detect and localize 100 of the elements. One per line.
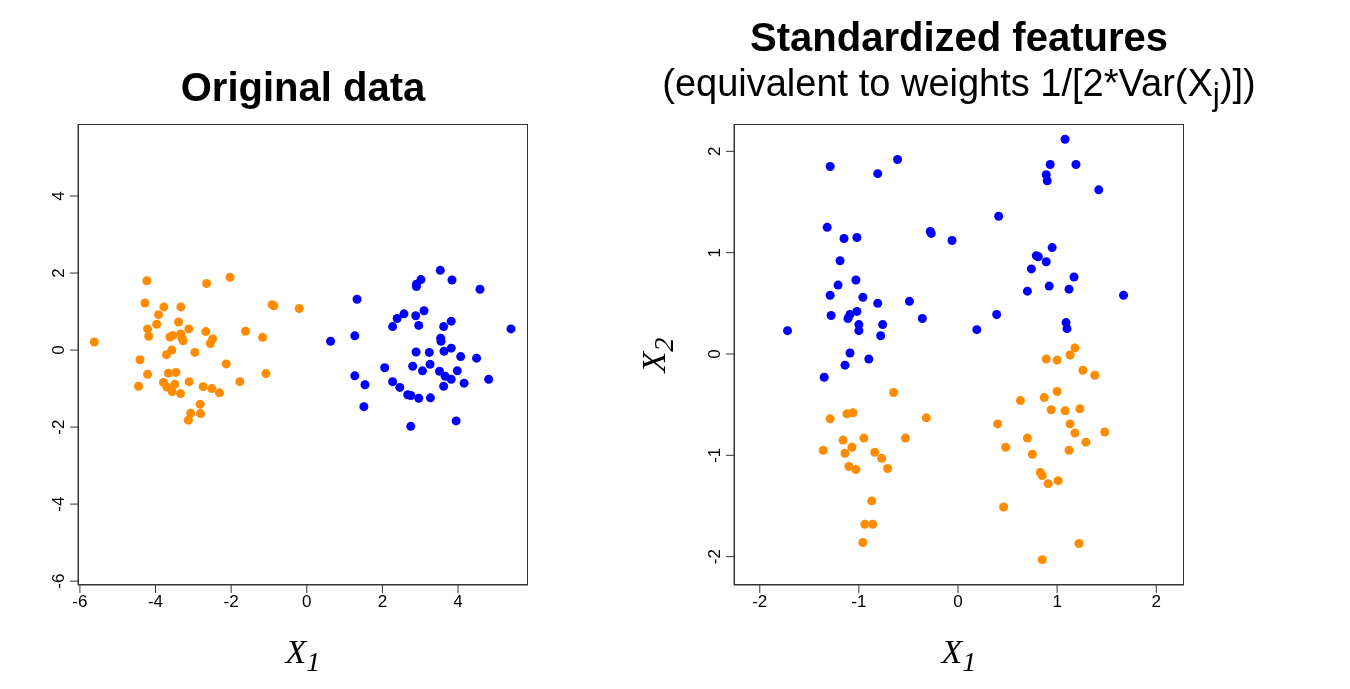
- point: [876, 331, 886, 341]
- x-tick-label: -2: [223, 592, 239, 612]
- point: [994, 211, 1004, 221]
- point: [425, 359, 435, 369]
- point: [819, 372, 829, 382]
- point: [826, 310, 836, 320]
- point: [184, 324, 194, 334]
- point: [867, 496, 877, 506]
- point: [1039, 393, 1049, 403]
- point: [171, 367, 181, 377]
- point: [852, 232, 862, 242]
- point: [883, 463, 893, 473]
- chart-title: Standardized features: [749, 14, 1169, 60]
- point: [451, 416, 461, 426]
- point: [456, 352, 466, 362]
- point: [411, 311, 421, 321]
- y-tick-label: -6: [49, 573, 68, 589]
- x-tick-label: 0: [302, 592, 312, 612]
- x-tick-label: -1: [851, 592, 867, 612]
- point: [835, 256, 845, 266]
- point: [360, 380, 370, 390]
- point: [873, 298, 883, 308]
- point: [917, 314, 927, 324]
- point: [878, 320, 888, 330]
- point: [140, 298, 150, 308]
- point: [1041, 354, 1051, 364]
- point: [851, 275, 861, 285]
- x-tick-label: 2: [377, 592, 388, 612]
- point: [196, 409, 206, 419]
- point: [1070, 428, 1080, 438]
- x-tick-label: 0: [953, 592, 963, 612]
- point: [143, 369, 153, 379]
- point: [822, 222, 832, 232]
- point: [838, 435, 848, 445]
- x-tick-label: 2: [1151, 592, 1161, 612]
- point: [851, 465, 861, 474]
- point: [868, 519, 878, 529]
- point: [1027, 449, 1037, 459]
- point: [870, 447, 880, 457]
- y-tick-label: 4: [49, 191, 68, 201]
- point: [406, 421, 416, 431]
- point: [999, 502, 1009, 512]
- point: [825, 162, 835, 172]
- point: [783, 326, 793, 336]
- point: [475, 284, 485, 294]
- point: [1046, 405, 1056, 415]
- point: [388, 322, 398, 332]
- point: [1015, 396, 1025, 406]
- point: [1094, 185, 1104, 195]
- point: [214, 388, 224, 398]
- point: [1065, 419, 1075, 429]
- point: [1041, 257, 1051, 267]
- x-tick-label: -4: [147, 592, 164, 612]
- chart-subtitle: (equivalent to weights 1/[2*Var(X$_{j}$)]): [661, 61, 1257, 114]
- point: [143, 324, 153, 334]
- point: [439, 322, 449, 332]
- y-tick-label: -4: [49, 496, 68, 512]
- x-axis-title: X$_{1}$: [939, 633, 978, 679]
- point: [439, 381, 449, 391]
- point: [992, 309, 1002, 319]
- point: [858, 537, 868, 547]
- point: [183, 415, 193, 425]
- point: [326, 336, 336, 346]
- point: [859, 433, 869, 443]
- point: [419, 306, 429, 316]
- point: [424, 347, 434, 357]
- point: [1064, 445, 1074, 455]
- point: [1062, 324, 1072, 334]
- point: [350, 331, 360, 341]
- point: [414, 393, 424, 403]
- point: [1071, 160, 1081, 170]
- point: [1060, 134, 1070, 144]
- point: [294, 303, 304, 313]
- point: [825, 414, 835, 424]
- point: [446, 316, 456, 326]
- point: [1064, 284, 1074, 294]
- point: [352, 294, 362, 304]
- point: [506, 324, 516, 334]
- point: [452, 366, 462, 376]
- point: [241, 326, 251, 336]
- y-tick-label: -1: [705, 447, 724, 463]
- point: [845, 348, 855, 358]
- point: [825, 290, 835, 300]
- point: [175, 389, 185, 399]
- point: [1060, 406, 1070, 416]
- point: [1052, 355, 1062, 365]
- point: [900, 433, 910, 443]
- y-tick-label: 0: [705, 349, 724, 359]
- point: [972, 325, 982, 335]
- point: [144, 331, 154, 341]
- point: [1065, 350, 1075, 360]
- point: [1100, 427, 1110, 437]
- point: [1090, 370, 1100, 380]
- point: [840, 360, 850, 370]
- point: [1042, 176, 1052, 186]
- point: [844, 461, 854, 471]
- point: [873, 169, 883, 179]
- point: [843, 314, 853, 324]
- point: [893, 154, 903, 164]
- point: [395, 382, 405, 392]
